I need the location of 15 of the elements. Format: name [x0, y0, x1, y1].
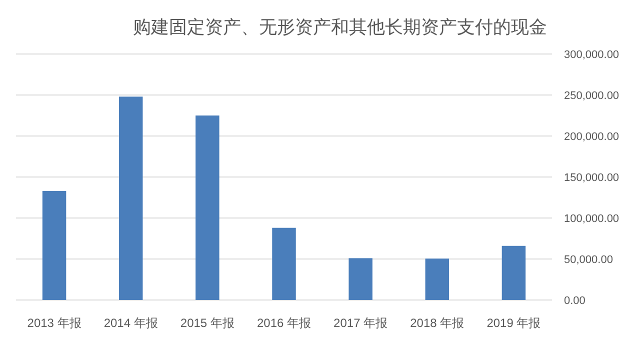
y-tick-label: 50,000.00: [564, 254, 613, 266]
x-tick-label: 2013 年报: [27, 316, 82, 330]
x-tick-label: 2016 年报: [256, 316, 312, 330]
x-tick-label: 2018 年报: [410, 316, 464, 330]
y-tick-label: 100,000.00: [564, 213, 620, 225]
x-tick-label: 2017 年报: [334, 316, 388, 330]
y-tick-label: 0.00: [564, 295, 586, 307]
x-tick-label: 2019 年报: [486, 316, 541, 330]
y-tick-label: 200,000.00: [564, 131, 620, 143]
y-tick-label: 150,000.00: [564, 172, 620, 184]
y-tick-label: 300,000.00: [564, 49, 620, 61]
x-tick-label: 2014 年报: [104, 316, 158, 330]
title: 购建固定资产、无形资产和其他长期资产支付的现金: [133, 17, 547, 37]
x-tick-label: 2015 年报: [180, 316, 234, 330]
y-tick-label: 250,000.00: [564, 90, 620, 102]
